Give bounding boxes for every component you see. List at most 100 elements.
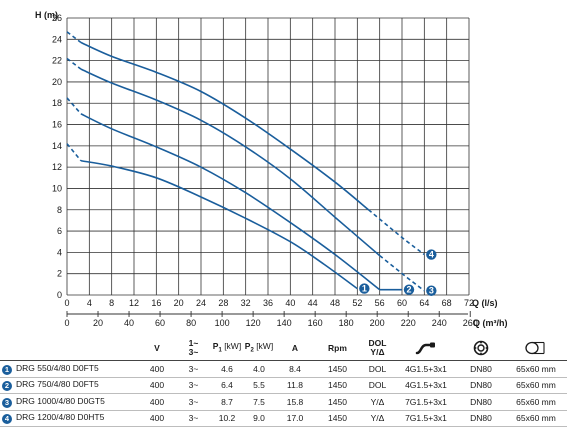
y-tick-label: 20 — [52, 77, 62, 87]
dimension-icon — [525, 341, 545, 355]
cable-cell: 7G1.5+3x1 — [395, 410, 457, 427]
curve-marker-1: 1 — [359, 283, 370, 294]
y-tick-label: 16 — [52, 120, 62, 130]
amp-cell: 8.4 — [275, 360, 315, 378]
model-name: DRG 1000/4/80 D0GT5 — [16, 395, 105, 406]
x-tick-label: 64 — [419, 298, 429, 308]
phase-cell: 3~ — [176, 393, 211, 411]
model-cell: 3 DRG 1000/4/80 D0GT5 — [0, 393, 138, 411]
x-tick-label: 28 — [218, 298, 228, 308]
curve-marker-circle — [403, 284, 415, 295]
spec-row: 3 DRG 1000/4/80 D0GT5 400 3~ 8.7 7.5 15.8 1450 Y… — [0, 393, 567, 411]
rpm-cell: 1450 — [315, 410, 360, 427]
p2-cell: 7.5 — [243, 393, 275, 411]
secondary-tick-label: 220 — [401, 318, 416, 328]
p2-column-header: P2 [kW] — [243, 336, 275, 361]
voltage-cell: 400 — [138, 360, 176, 378]
curve-2-solid — [80, 113, 381, 291]
model-column-header — [0, 336, 138, 361]
x-tick-label: 24 — [196, 298, 206, 308]
secondary-tick-label: 120 — [246, 318, 261, 328]
x-tick-label: 56 — [375, 298, 385, 308]
curve-marker-circle — [426, 285, 437, 296]
y-tick-label: 4 — [57, 247, 62, 257]
secondary-tick-label: 240 — [432, 318, 447, 328]
start-cell: Y/Δ — [360, 393, 395, 411]
curve-marker-4: 4 — [426, 249, 437, 260]
model-cell: 4 DRG 1200/4/80 D0HT5 — [0, 410, 138, 427]
secondary-axis-title: Q (m³/h) — [473, 318, 508, 328]
x-tick-label: 60 — [397, 298, 407, 308]
voltage-cell: 400 — [138, 393, 176, 411]
secondary-tick-label: 40 — [124, 318, 134, 328]
flange-icon — [473, 340, 489, 356]
y-tick-label: 2 — [57, 269, 62, 279]
curve-1-solid — [80, 159, 358, 290]
secondary-tick-label: 80 — [186, 318, 196, 328]
curve-marker-circle — [359, 283, 370, 294]
amp-cell: 17.0 — [275, 410, 315, 427]
cable-column-header — [395, 336, 457, 361]
size-cell: 65x60 mm — [505, 360, 567, 378]
x-tick-label: 44 — [308, 298, 318, 308]
start-cell: DOL — [360, 377, 395, 394]
x-tick-label: 32 — [241, 298, 251, 308]
p2-cell: 9.0 — [243, 410, 275, 427]
curve-marker-label: 2 — [406, 285, 411, 295]
chart-grid — [66, 17, 470, 296]
p1-column-header: P1 [kW] — [211, 336, 243, 361]
voltage-cell: 400 — [138, 410, 176, 427]
y-tick-label: 14 — [52, 141, 62, 151]
start-column-header: DOL Y/Δ — [360, 336, 395, 361]
secondary-tick-label: 20 — [93, 318, 103, 328]
curve-2-start-dashed — [66, 97, 82, 115]
curve-4-end-dashed — [367, 209, 425, 256]
x-tick-label: 72 — [464, 298, 474, 308]
x-tick-label: 8 — [109, 298, 114, 308]
cable-cell: 7G1.5+3x1 — [395, 393, 457, 411]
y-tick-label: 8 — [57, 205, 62, 215]
spec-table: V 1~ 3~ P1 [kW] P2 [kW] A Rpm DOL Y/Δ — [0, 336, 567, 427]
chart-curves — [66, 31, 425, 292]
p1-cell: 6.4 — [211, 377, 243, 394]
curve-3-solid — [80, 68, 381, 257]
cable-icon — [415, 342, 435, 355]
curve-number-badge: 4 — [2, 414, 12, 425]
rpm-cell: 1450 — [315, 360, 360, 378]
curve-marker-label: 4 — [429, 250, 434, 260]
model-name: DRG 750/4/80 D0FT5 — [16, 379, 99, 390]
spec-row: 1 DRG 550/4/80 D0FT5 400 3~ 4.6 4.0 8.4 1450 DOL… — [0, 360, 567, 378]
start-cell: DOL — [360, 360, 395, 378]
model-cell: 2 DRG 750/4/80 D0FT5 — [0, 377, 138, 394]
y-tick-label: 10 — [52, 183, 62, 193]
rpm-cell: 1450 — [315, 393, 360, 411]
start-cell: Y/Δ — [360, 410, 395, 427]
x-tick-label: 68 — [442, 298, 452, 308]
spec-header-row: V 1~ 3~ P1 [kW] P2 [kW] A Rpm DOL Y/Δ — [0, 336, 567, 361]
x-tick-label: 12 — [129, 298, 139, 308]
curve-marker-label: 3 — [429, 286, 434, 296]
flange-cell: DN80 — [457, 377, 505, 394]
voltage-cell: 400 — [138, 377, 176, 394]
x-tick-label: 20 — [174, 298, 184, 308]
y-axis-title: H (m) — [35, 10, 58, 20]
curve-number-badge: 3 — [2, 397, 12, 408]
phase-cell: 3~ — [176, 410, 211, 427]
size-column-header — [505, 336, 567, 361]
y-tick-label: 0 — [57, 290, 62, 300]
curve-number-badge: 2 — [2, 381, 12, 392]
curve-3-end-dashed — [379, 254, 425, 292]
p1-cell: 8.7 — [211, 393, 243, 411]
phase-cell: 3~ — [176, 360, 211, 378]
cable-cell: 4G1.5+3x1 — [395, 360, 457, 378]
secondary-tick-label: 200 — [370, 318, 385, 328]
x-tick-label: 36 — [263, 298, 273, 308]
amp-cell: 15.8 — [275, 393, 315, 411]
curve-marker-2: 2 — [403, 284, 415, 295]
amp-cell: 11.8 — [275, 377, 315, 394]
curve-4-solid — [80, 41, 370, 211]
cable-cell: 4G1.5+3x1 — [395, 377, 457, 394]
secondary-tick-label: 60 — [155, 318, 165, 328]
